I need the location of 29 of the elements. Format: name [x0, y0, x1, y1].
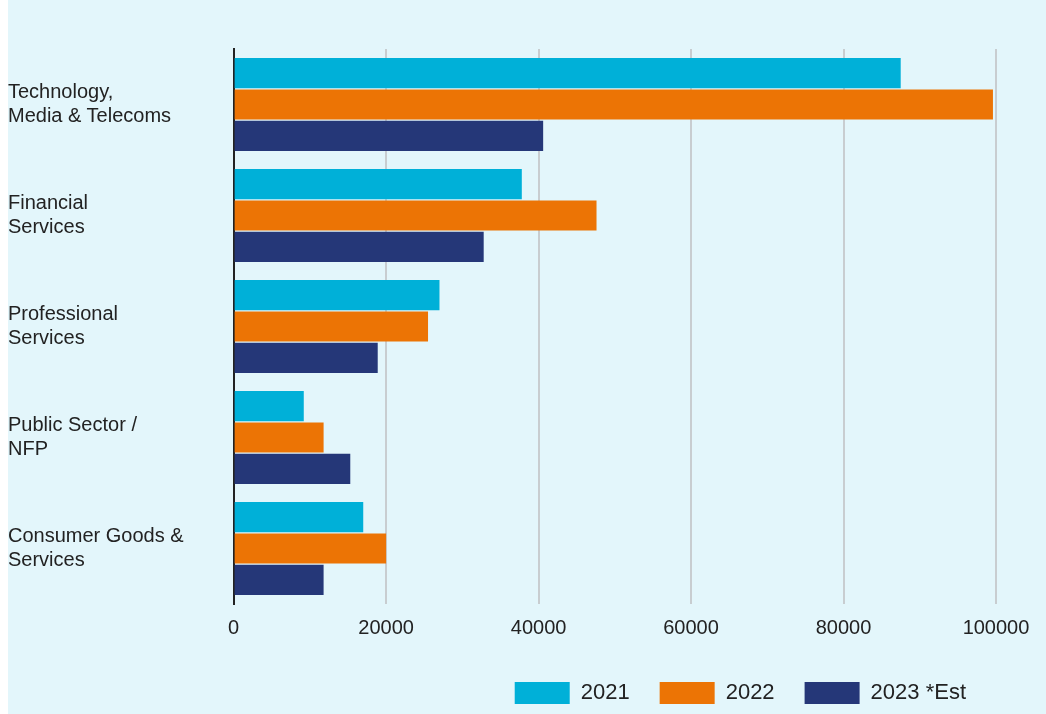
legend-label: 2022: [725, 679, 775, 705]
bar: [234, 200, 597, 231]
bar: [234, 168, 522, 200]
bar: [234, 231, 484, 263]
bar: [234, 564, 324, 596]
bar: [234, 311, 429, 342]
bar: [234, 501, 364, 533]
legend-label: 2021: [580, 679, 630, 705]
bar: [234, 422, 324, 453]
legend-label: 2023 *Est: [870, 679, 966, 705]
x-tick-label: 0: [228, 615, 240, 638]
y-tick-label: Technology, Media & Telecoms: [8, 80, 172, 127]
bar: [234, 533, 387, 564]
y-tick-label: Financial Services: [8, 191, 89, 238]
bar: [234, 279, 440, 311]
y-tick-label: Consumer Goods & Services: [8, 524, 185, 571]
bar: [234, 342, 378, 374]
x-tick-label: 40000: [510, 615, 567, 638]
bar: [234, 453, 351, 485]
x-tick-label: 20000: [358, 615, 414, 638]
x-tick-label: 60000: [663, 615, 719, 638]
x-tick-label: 80000: [815, 615, 872, 638]
y-tick-label: Professional Services: [8, 302, 119, 349]
bar: [234, 120, 544, 152]
bar: [234, 57, 901, 89]
x-tick-label: 100000: [962, 615, 1030, 638]
bar: [234, 390, 304, 422]
bar: [234, 89, 993, 120]
y-tick-label: Public Sector / NFP: [8, 413, 138, 460]
